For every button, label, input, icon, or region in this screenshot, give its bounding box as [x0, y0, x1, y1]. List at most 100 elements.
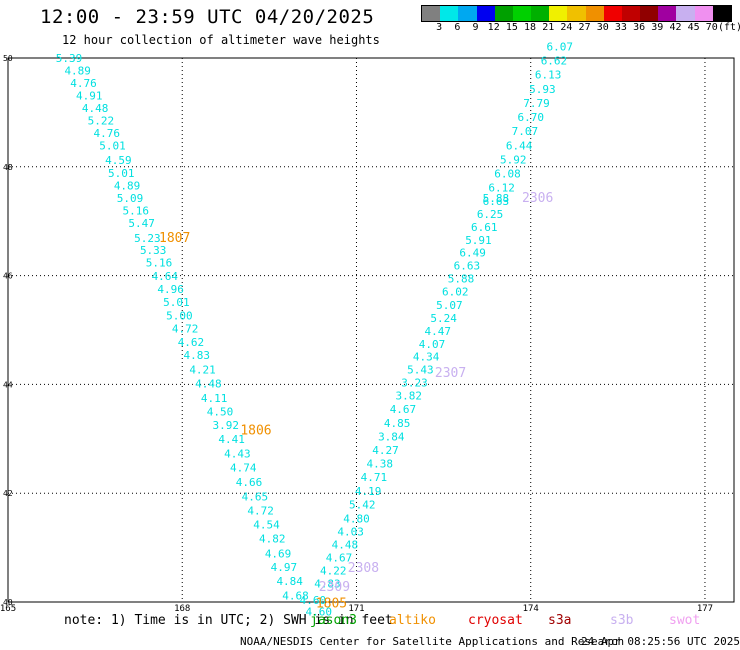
wave-height-value: 6.49 [459, 247, 486, 260]
wave-height-value: 3.84 [378, 430, 405, 443]
wave-height-value: 4.89 [114, 180, 141, 193]
wave-height-value: 4.34 [413, 350, 440, 363]
wave-height-value: 4.48 [332, 539, 359, 552]
wave-height-value: 4.38 [366, 458, 393, 471]
latitude-tick-label: 42 [3, 489, 13, 498]
wave-height-value: 4.65 [242, 490, 269, 503]
wave-height-value: 5.92 [500, 154, 527, 167]
wave-height-value: 4.76 [70, 77, 97, 90]
color-scale-swatch [494, 6, 513, 21]
wave-height-value: 4.84 [276, 575, 303, 588]
satellite-legend-s3b: s3b [610, 613, 634, 628]
satellite-legend-altiko: altiko [389, 613, 436, 628]
longitude-tick-label: 171 [348, 604, 364, 614]
wave-height-value: 6.02 [442, 286, 469, 299]
map-frame [7, 57, 735, 603]
wave-height-value: 4.72 [247, 504, 274, 517]
wave-height-value: 4.68 [282, 589, 309, 602]
color-scale-label: 24 [560, 22, 573, 33]
latitude-tick-label: 50 [3, 54, 13, 63]
color-scale-label: 42 [669, 22, 682, 33]
wave-height-value: 4.67 [390, 403, 417, 416]
wave-height-value: 4.48 [195, 378, 222, 391]
wave-height-value: 4.76 [93, 127, 120, 140]
wave-height-value: 4.60 [305, 606, 332, 619]
color-scale-swatch [712, 6, 731, 21]
color-scale-label: 15 [505, 22, 518, 33]
wave-height-value: 4.72 [172, 323, 199, 336]
wave-height-value: 5.00 [166, 310, 193, 323]
color-scale-label: 70 [705, 22, 718, 33]
wave-height-value: 4.69 [265, 547, 292, 560]
wave-height-value: 4.59 [105, 154, 132, 167]
wave-height-value: 6.08 [494, 168, 521, 181]
wave-height-value: 5.88 [448, 273, 475, 286]
wave-height-value: 4.07 [419, 338, 446, 351]
color-scale-swatch [567, 6, 586, 21]
wave-height-value: 4.85 [384, 417, 411, 430]
color-scale-swatch [422, 6, 441, 21]
pass-number-label: 2307 [435, 366, 466, 381]
footer-note: note: 1) Time is in UTC; 2) SWH is in fe… [64, 613, 393, 628]
color-scale-swatch [603, 6, 622, 21]
color-scale-label: (ft) [717, 22, 740, 33]
satellite-legend-swot: swot [669, 613, 701, 628]
wave-height-value: 5.01 [108, 167, 135, 180]
wave-height-value: 4.80 [343, 513, 370, 526]
color-scale-label: 27 [578, 22, 591, 33]
color-scale-label: 12 [487, 22, 500, 33]
pass-number-label: 1806 [240, 423, 271, 438]
wave-height-value: 4.41 [218, 433, 245, 446]
wave-height-value: 4.67 [326, 552, 353, 565]
wave-height-value: 6.70 [517, 111, 544, 124]
wave-height-value: 5.24 [430, 312, 457, 325]
wave-height-value: 3.23 [401, 377, 428, 390]
latitude-tick-label: 48 [3, 163, 13, 172]
wave-height-value: 7.79 [523, 97, 550, 110]
wave-height-value: 6.12 [488, 181, 515, 194]
wave-height-value: 5.42 [349, 498, 376, 511]
wave-height-value: 5.33 [140, 244, 167, 257]
wave-height-value: 5.43 [407, 364, 434, 377]
wave-height-value: 3.92 [213, 419, 240, 432]
satellite-legend-jason3: jason3 [310, 613, 357, 628]
wave-height-value: 4.19 [355, 485, 382, 498]
wave-height-value: 4.71 [361, 471, 388, 484]
color-scale-swatch [640, 6, 659, 21]
pass-number-label: 2308 [348, 561, 379, 576]
wave-height-value: 5.93 [529, 83, 556, 96]
wave-height-value: 4.50 [207, 405, 234, 418]
wave-height-value: 4.11 [201, 392, 228, 405]
wave-height-value: 5.09 [117, 192, 144, 205]
satellite-legend-cryosat: cryosat [468, 613, 523, 628]
wave-height-value: 5.01 [163, 296, 190, 309]
color-scale-label: 33 [614, 22, 627, 33]
wave-height-value: 4.82 [259, 533, 286, 546]
wave-height-value: 4.43 [224, 447, 251, 460]
wave-height-value: 4.66 [236, 476, 263, 489]
longitude-tick-label: 168 [174, 604, 190, 614]
longitude-tick-label: 174 [523, 604, 539, 614]
wave-height-value: 4.27 [372, 444, 399, 457]
wave-height-value: 5.47 [128, 217, 155, 230]
color-scale-swatch [621, 6, 641, 21]
wave-height-value: 4.89 [64, 64, 91, 77]
wave-height-value: 5.16 [146, 256, 173, 269]
pass-number-label: 2306 [522, 191, 553, 206]
wave-height-value: 5.22 [88, 114, 115, 127]
wave-height-value: 5.01 [99, 139, 126, 152]
color-scale-label: 36 [633, 22, 646, 33]
wave-height-value: 6.25 [477, 208, 504, 221]
color-scale-swatch [585, 6, 604, 21]
color-scale-swatch [512, 6, 532, 21]
pass-number-label: 1807 [159, 231, 190, 246]
color-scale-swatch [549, 6, 568, 21]
color-scale-label: 18 [524, 22, 537, 33]
wave-height-value: 4.03 [337, 526, 364, 539]
color-scale-label: 30 [596, 22, 609, 33]
footer-credit: NOAA/NESDIS Center for Satellite Applica… [240, 635, 625, 648]
wave-height-value: 4.83 [184, 349, 211, 362]
wave-height-value: 6.61 [471, 221, 498, 234]
